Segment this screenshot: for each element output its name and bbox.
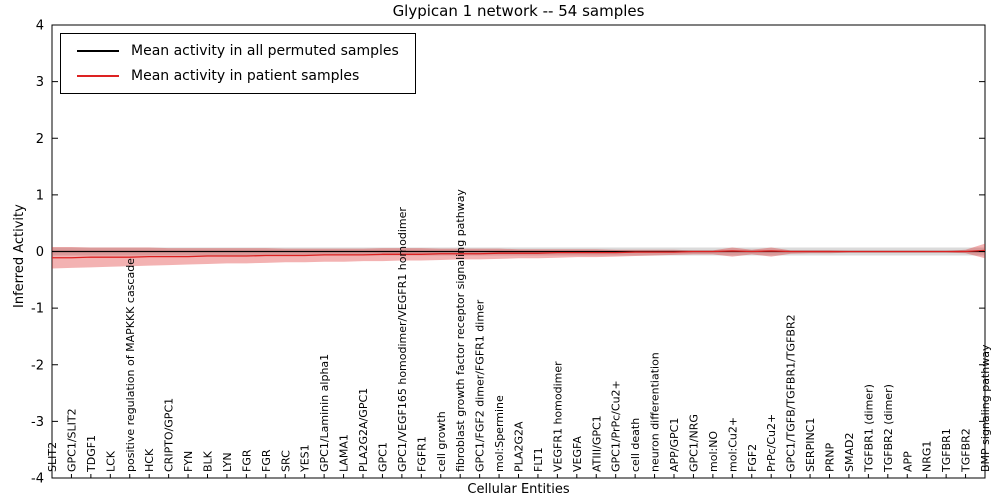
x-tick-label: mol:NO [707,431,720,472]
x-tick-label: FYN [182,451,195,472]
y-tick-label: 4 [36,19,44,34]
x-axis-label: Cellular Entities [467,482,570,497]
x-tick-label: TGFBR1 (dimer) [862,384,875,473]
x-tick-label: GPC1/VEGF165 homodimer/VEGFR1 homodimer [396,207,409,472]
x-tick-label: cell growth [435,411,448,472]
x-tick-label: NRG1 [921,441,934,472]
y-axis-label: Inferred Activity [12,204,27,308]
x-tick-label: FGF2 [746,444,759,472]
y-tick-label: 1 [36,188,44,203]
x-tick-label: FGR [240,449,253,472]
x-tick-label: TGFBR2 (dimer) [882,384,895,473]
x-tick-label: FGFR1 [415,436,428,472]
x-tick-label: FGR [260,449,273,472]
x-tick-label: TGFBR2 [960,428,973,473]
x-tick-label: HCK [143,448,156,472]
legend-label-patient: Mean activity in patient samples [131,68,360,84]
x-tick-label: SMAD2 [843,433,856,472]
x-tick-label: cell death [629,418,642,472]
x-tick-label: TDGF1 [85,435,98,473]
x-tick-label: PrPc/Cu2+ [765,414,778,472]
x-tick-label: neuron differentiation [649,352,662,472]
x-tick-label: GPC1 [376,442,389,472]
x-tick-label: YES1 [299,444,312,473]
x-tick-label: VEGFR1 homodimer [551,361,564,472]
y-tick-label: -2 [31,358,44,373]
x-tick-label: SERPINC1 [804,418,817,472]
y-tick-label: 0 [36,245,44,260]
legend-entry-patient: Mean activity in patient samples [77,68,399,84]
x-tick-label: VEGFA [571,436,584,472]
x-tick-label: FLT1 [532,447,545,472]
legend-entry-permuted: Mean activity in all permuted samples [77,43,399,59]
patient-band [52,243,985,269]
x-tick-label: BMP signaling pathway [979,344,992,472]
x-tick-label: LCK [104,450,117,472]
x-tick-label: mol:Cu2+ [726,417,739,472]
x-tick-label: APP [901,451,914,472]
y-tick-label: 2 [36,132,44,147]
x-tick-label: CRIPTO/GPC1 [163,398,176,472]
patient-line-swatch [77,75,119,77]
patient-mean-line [52,249,986,259]
x-tick-label: fibroblast growth factor receptor signal… [454,189,467,472]
chart-title: Glypican 1 network -- 54 samples [392,2,645,20]
x-tick-label: GPC1/NRG [687,414,700,472]
permuted-line-swatch [77,50,119,52]
x-tick-label: mol:Spermine [493,395,506,472]
x-tick-label: PLA2G2A [513,421,526,472]
x-tick-label: SRC [279,450,292,472]
x-tick-label: TGFBR1 [940,428,953,473]
x-tick-label: GPC1/PrPc/Cu2+ [610,380,623,472]
x-tick-label: GPC1/TGFB/TGFBR1/TGFBR2 [785,314,798,472]
y-tick-label: -4 [31,472,44,487]
x-tick-label: GPC1/FGF2 dimer/FGFR1 dimer [474,299,487,472]
x-tick-label: LAMA1 [338,434,351,472]
x-tick-label: SLIT2 [46,442,59,472]
x-tick-label: APP/GPC1 [668,418,681,472]
legend-label-permuted: Mean activity in all permuted samples [131,43,399,59]
x-tick-label: LYN [221,452,234,472]
y-tick-label: -1 [31,302,44,317]
x-tick-label: PLA2G2A/GPC1 [357,388,370,472]
y-tick-label: -3 [31,415,44,430]
x-tick-label: BLK [202,450,215,472]
y-tick-label: 3 [36,75,44,90]
x-tick-label: positive regulation of MAPKKK cascade [124,258,137,472]
legend: Mean activity in all permuted samples Me… [60,33,416,94]
x-tick-label: GPC1/SLIT2 [65,408,78,472]
x-tick-label: ATIII/GPC1 [590,415,603,472]
x-tick-label: PRNP [824,442,837,472]
x-tick-label: GPC1/Laminin alpha1 [318,354,331,472]
